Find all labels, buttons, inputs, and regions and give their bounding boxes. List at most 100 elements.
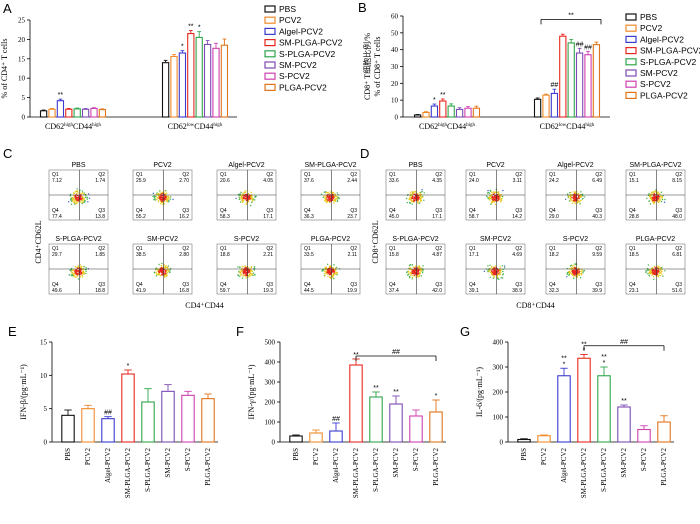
category-label-G-6: S-PCV2 xyxy=(640,448,648,472)
quadrant-name-Q2: Q2 xyxy=(266,246,273,252)
y-label-G: IL-6/(pg·mL⁻¹) xyxy=(475,367,484,417)
legend-label-B-2: Algel-PCV2 xyxy=(640,34,684,44)
chart-B-ytick-label-4: 40 xyxy=(391,46,399,54)
bar-E-4 xyxy=(141,401,155,443)
bar-E-3 xyxy=(121,373,135,443)
star-G-4: ** xyxy=(601,354,607,361)
bar-G-2 xyxy=(557,375,571,443)
bar-E-0 xyxy=(61,414,75,443)
category-label-F-4: S-PLGA-PCV2 xyxy=(372,448,380,492)
star-F-7: * xyxy=(435,393,438,400)
legend-swatch-A-5 xyxy=(264,61,276,69)
flow-density xyxy=(237,265,256,279)
bar-B-1-1 xyxy=(542,94,550,118)
quadrant-name-Q4: Q4 xyxy=(52,208,59,214)
chart-A-ytick-label-5: 25 xyxy=(18,17,26,25)
star-F-4: ** xyxy=(373,385,379,392)
quadrant-value-Q2: 4.87 xyxy=(432,252,442,258)
chart-G-ytick-label-1: 100 xyxy=(493,414,504,422)
bar-G-3 xyxy=(577,357,591,443)
quadrant-name-Q1: Q1 xyxy=(136,172,143,178)
legend-label-A-6: S-PCV2 xyxy=(279,71,310,81)
quadrant-value-Q3: 17.1 xyxy=(263,214,273,220)
flow-title: S-PCV2 xyxy=(234,236,259,243)
chart-E-ytick-label-1: 5 xyxy=(44,405,48,413)
quadrant-name-Q3: Q3 xyxy=(515,208,522,214)
quadrant-value-Q1: 15.1 xyxy=(629,178,639,184)
bar-A-0-0 xyxy=(39,110,48,118)
legend-swatch-A-6 xyxy=(264,72,276,80)
quadrant-value-Q4: 58.3 xyxy=(220,214,230,220)
quadrant-name-Q1: Q1 xyxy=(52,246,59,252)
legend-label-A-3: SM-PLGA-PCV2 xyxy=(279,38,343,48)
chart-A-ytick-label-0: 0 xyxy=(22,114,26,122)
flow-title: PCV2 xyxy=(153,162,171,169)
quadrant-name-Q3: Q3 xyxy=(515,282,522,288)
bar-B-0-7 xyxy=(472,107,481,118)
panel-d: DPBSQ133.6Q24.35Q445.0Q317.1PCV2Q124.0Q2… xyxy=(360,146,686,310)
quadrant-name-Q4: Q4 xyxy=(389,282,396,288)
quadrant-name-Q3: Q3 xyxy=(266,208,273,214)
quadrant-name-Q3: Q3 xyxy=(675,282,682,288)
quadrant-value-Q1: 18.2 xyxy=(549,252,559,258)
bar-A-0-1 xyxy=(48,108,56,118)
quadrant-name-Q3: Q3 xyxy=(595,282,602,288)
legend-label-A-5: SM-PCV2 xyxy=(279,60,317,70)
quadrant-name-Q4: Q4 xyxy=(52,282,59,288)
quadrant-name-Q1: Q1 xyxy=(629,246,636,252)
y-label-B: CD8⁺ T细胞比例/% xyxy=(362,33,372,100)
quadrant-name-Q4: Q4 xyxy=(136,208,143,214)
bar-G-1 xyxy=(537,435,551,443)
quadrant-value-Q1: 18.5 xyxy=(629,252,639,258)
star-B-0-2: * xyxy=(433,97,436,104)
legend-swatch-B-6 xyxy=(625,80,637,88)
quadrant-value-Q3: 39.9 xyxy=(592,288,602,294)
legend-swatch-B-4 xyxy=(625,58,637,66)
category-label-G-5: SM-PCV2 xyxy=(620,448,628,478)
quadrant-value-Q1: 24.0 xyxy=(469,178,479,184)
group-label-part: CD44 xyxy=(447,122,466,131)
y-label2-B: % of CD8⁺ T cells xyxy=(373,37,382,97)
group-label-B-1: CD62lowCD44high xyxy=(540,122,595,131)
category-label-G-2: Algel-PCV2 xyxy=(560,448,568,484)
bar-A-0-7 xyxy=(98,109,107,118)
quadrant-value-Q3: 42.0 xyxy=(432,288,442,294)
quadrant-value-Q1: 17.1 xyxy=(469,252,479,258)
quadrant-value-Q4: 29.0 xyxy=(549,214,559,220)
category-label-E-0: PBS xyxy=(64,448,72,461)
category-label-G-0: PBS xyxy=(520,448,528,461)
quadrant-name-Q3: Q3 xyxy=(182,208,189,214)
quadrant-name-Q2: Q2 xyxy=(435,246,442,252)
quadrant-name-Q2: Q2 xyxy=(435,172,442,178)
flow-density xyxy=(406,264,424,280)
bar-A-0-4 xyxy=(73,108,81,118)
quadrant-value-Q4: 55.2 xyxy=(136,214,146,220)
legend-swatch-A-0 xyxy=(264,5,276,13)
quadrant-value-Q4: 49.6 xyxy=(52,288,62,294)
quadrant-value-Q3: 23.7 xyxy=(347,214,357,220)
star-E-3: * xyxy=(127,363,130,370)
quadrant-value-Q2: 1.85 xyxy=(95,252,105,258)
quadrant-value-Q4: 23.1 xyxy=(629,288,639,294)
bar-A-1-7 xyxy=(220,44,229,118)
legend-swatch-A-1 xyxy=(264,16,276,24)
quadrant-value-Q1: 15.8 xyxy=(389,252,399,258)
legend-label-B-1: PCV2 xyxy=(640,23,662,33)
quadrant-name-Q4: Q4 xyxy=(220,208,227,214)
star-A-1-4: * xyxy=(198,25,201,32)
group-label-part: CD62 xyxy=(419,122,438,131)
group-label-part: high xyxy=(585,123,594,128)
quadrant-value-Q2: 1.74 xyxy=(95,178,105,184)
bar-F-7 xyxy=(429,411,443,443)
chart-B-ytick-label-1: 10 xyxy=(391,97,399,105)
star-A-1-3: ** xyxy=(188,23,194,30)
panel-f: F 0 100 200 300 400 500 PBS PCV2 ## Algel-PCV2 ** SM… xyxy=(236,324,446,498)
quadrant-value-Q1: 33.6 xyxy=(389,178,399,184)
bar-B-1-0 xyxy=(533,98,542,118)
